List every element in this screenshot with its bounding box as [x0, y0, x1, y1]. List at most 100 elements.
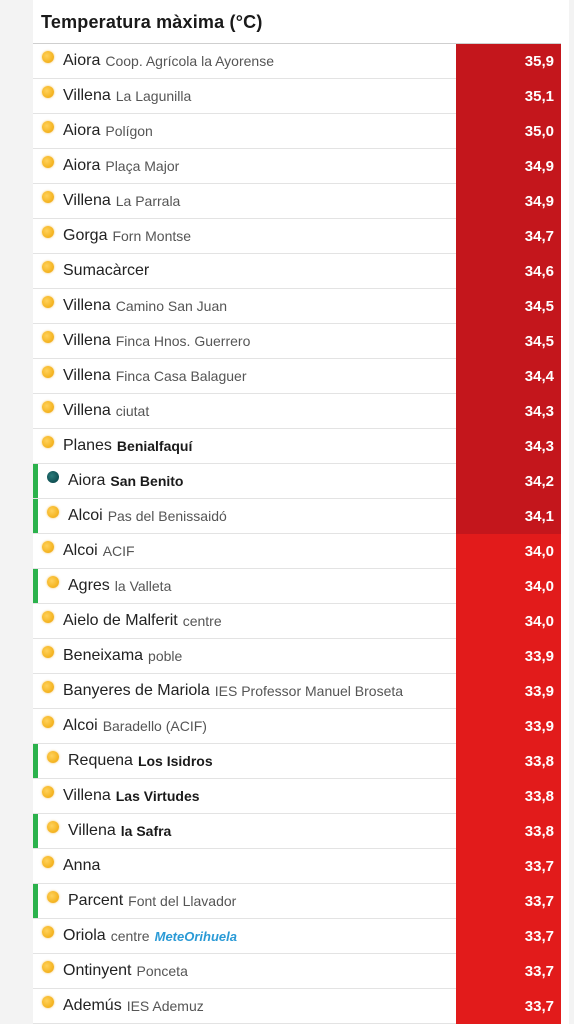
station-name: La Parrala: [115, 193, 181, 209]
sun-icon: [42, 786, 54, 798]
temperature-value: 34,0: [456, 569, 561, 604]
station-name: ciutat: [115, 403, 150, 419]
sun-icon: [42, 856, 54, 868]
station-name: Ponceta: [136, 963, 188, 979]
station-name: San Benito: [110, 473, 184, 489]
list-item[interactable]: Villena Finca Hnos. Guerrero 34,5: [33, 324, 561, 359]
station-name: ACIF: [102, 543, 135, 559]
temperature-value: 34,9: [456, 184, 561, 219]
list-item[interactable]: Ademús IES Ademuz 33,7: [33, 989, 561, 1024]
panel-title: Temperatura màxima (°C): [41, 12, 263, 32]
sun-icon: [42, 716, 54, 728]
town-name: Villena: [63, 332, 111, 349]
list-item[interactable]: Aiora Plaça Major 34,9: [33, 149, 561, 184]
station-list: Aiora Coop. Agrícola la Ayorense 35,9 Vill…: [33, 44, 561, 1024]
temperature-value: 33,7: [456, 849, 561, 884]
station-name: La Lagunilla: [115, 88, 192, 104]
temperature-value: 33,7: [456, 989, 561, 1024]
list-item[interactable]: Villena La Lagunilla 35,1: [33, 79, 561, 114]
station-name: Finca Casa Balaguer: [115, 368, 247, 384]
station-cell: Alcoi Baradello (ACIF): [33, 709, 455, 743]
town-name: Sumacàrcer: [63, 262, 150, 279]
list-item[interactable]: Villena La Parrala 34,9: [33, 184, 561, 219]
temperature-value: 33,9: [456, 639, 561, 674]
town-name: Beneixama: [63, 647, 144, 664]
station-name: Los Isidros: [137, 753, 213, 769]
station-cell: Aiora Plaça Major: [33, 149, 455, 183]
town-name: Gorga: [63, 227, 108, 244]
town-name: Ontinyent: [63, 962, 132, 979]
list-item[interactable]: Alcoi Pas del Benissaidó 34,1: [33, 499, 561, 534]
station-cell: Villena Finca Casa Balaguer: [33, 359, 455, 393]
temperature-value: 34,6: [456, 254, 561, 289]
list-item[interactable]: Aiora San Benito 34,2: [33, 464, 561, 499]
temperature-value: 34,5: [456, 289, 561, 324]
sun-icon: [42, 191, 54, 203]
sun-icon: [42, 331, 54, 343]
sun-icon: [42, 51, 54, 63]
station-name: IES Professor Manuel Broseta: [214, 683, 404, 699]
temperature-value: 33,9: [456, 674, 561, 709]
station-cell: Villena La Lagunilla: [33, 79, 455, 113]
station-name: Polígon: [105, 123, 153, 139]
town-name: Aiora: [63, 122, 101, 139]
town-name: Aiora: [68, 472, 106, 489]
list-item[interactable]: Gorga Forn Montse 34,7: [33, 219, 561, 254]
temperature-value: 34,4: [456, 359, 561, 394]
sun-icon: [42, 156, 54, 168]
sun-icon: [42, 226, 54, 238]
list-item[interactable]: Oriola centre MeteOrihuela 33,7: [33, 919, 561, 954]
station-cell: Villena Camino San Juan: [33, 289, 455, 323]
sun-icon: [42, 366, 54, 378]
sun-icon: [42, 541, 54, 553]
list-item[interactable]: Villena la Safra 33,8: [33, 814, 561, 849]
list-item[interactable]: Requena Los Isidros 33,8: [33, 744, 561, 779]
temperature-value: 34,9: [456, 149, 561, 184]
station-cell: Villena ciutat: [33, 394, 455, 428]
list-item[interactable]: Villena Finca Casa Balaguer 34,4: [33, 359, 561, 394]
town-name: Villena: [63, 367, 111, 384]
station-cell: Alcoi ACIF: [33, 534, 455, 568]
list-item[interactable]: Agres la Valleta 34,0: [33, 569, 561, 604]
list-item[interactable]: Villena Las Virtudes 33,8: [33, 779, 561, 814]
sun-icon: [42, 961, 54, 973]
station-cell: Aielo de Malferit centre: [33, 604, 455, 638]
station-name: Coop. Agrícola la Ayorense: [105, 53, 274, 69]
list-item[interactable]: Alcoi Baradello (ACIF) 33,9: [33, 709, 561, 744]
list-item[interactable]: Sumacàrcer 34,6: [33, 254, 561, 289]
town-name: Planes: [63, 437, 112, 454]
list-item[interactable]: Anna 33,7: [33, 849, 561, 884]
town-name: Oriola: [63, 927, 106, 944]
list-item[interactable]: Banyeres de Mariola IES Professor Manuel …: [33, 674, 561, 709]
meteorihuela-logo[interactable]: MeteOrihuela: [154, 928, 237, 944]
temperature-value: 34,0: [456, 604, 561, 639]
list-item[interactable]: Planes Benialfaquí 34,3: [33, 429, 561, 464]
list-item[interactable]: Villena ciutat 34,3: [33, 394, 561, 429]
list-item[interactable]: Parcent Font del Llavador 33,7: [33, 884, 561, 919]
town-name: Aielo de Malferit: [63, 612, 178, 629]
station-cell: Oriola centre MeteOrihuela: [33, 919, 455, 953]
list-item[interactable]: Ontinyent Ponceta 33,7: [33, 954, 561, 989]
temperature-value: 34,7: [456, 219, 561, 254]
temperature-value: 34,3: [456, 429, 561, 464]
station-cell: Villena La Parrala: [33, 184, 455, 218]
dot-icon: [47, 471, 59, 483]
town-name: Alcoi: [63, 717, 98, 734]
temperature-value: 33,7: [456, 919, 561, 954]
temperature-value: 33,7: [456, 954, 561, 989]
list-item[interactable]: Villena Camino San Juan 34,5: [33, 289, 561, 324]
station-name: Pas del Benissaidó: [107, 508, 227, 524]
list-item[interactable]: Aielo de Malferit centre 34,0: [33, 604, 561, 639]
list-item[interactable]: Beneixama poble 33,9: [33, 639, 561, 674]
list-item[interactable]: Aiora Coop. Agrícola la Ayorense 35,9: [33, 44, 561, 79]
town-name: Alcoi: [68, 507, 103, 524]
station-name: Forn Montse: [112, 228, 192, 244]
station-name: Camino San Juan: [115, 298, 228, 314]
max-temperature-panel: Temperatura màxima (°C) Aiora Coop. Agríc…: [33, 0, 569, 1024]
list-item[interactable]: Alcoi ACIF 34,0: [33, 534, 561, 569]
sun-icon: [42, 401, 54, 413]
temperature-value: 35,0: [456, 114, 561, 149]
list-item[interactable]: Aiora Polígon 35,0: [33, 114, 561, 149]
town-name: Villena: [63, 87, 111, 104]
town-name: Alcoi: [63, 542, 98, 559]
